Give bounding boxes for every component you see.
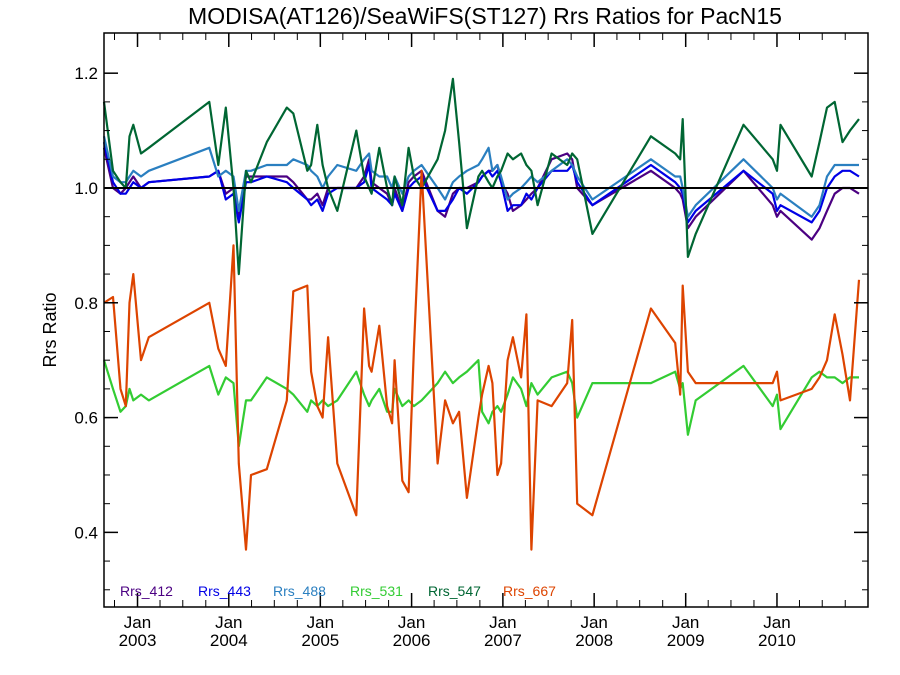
legend-entry-rrs-443: Rrs_443 (198, 583, 251, 599)
x-tick-label-year: 2007 (484, 631, 522, 650)
x-tick-label-year: 2003 (119, 631, 157, 650)
series-line-rrs-547 (102, 77, 860, 276)
legend-entry-rrs-531: Rrs_531 (350, 583, 403, 599)
x-tick-label-month: Jan (215, 613, 242, 632)
legend-entry-rrs-488: Rrs_488 (273, 583, 326, 599)
x-tick-label-year: 2008 (575, 631, 613, 650)
x-tick-label-year: 2009 (667, 631, 705, 650)
series-line-rrs-531 (102, 359, 859, 448)
x-tick-label-year: 2010 (758, 631, 796, 650)
legend-entry-rrs-667: Rrs_667 (503, 583, 556, 599)
x-tick-label-year: 2005 (301, 631, 339, 650)
x-tick-label-year: 2006 (393, 631, 431, 650)
series-lines (102, 77, 861, 551)
y-tick-label: 1.2 (74, 64, 98, 83)
axis-ticks: 0.40.60.81.01.2Jan2003Jan2004Jan2005Jan2… (74, 33, 868, 650)
x-tick-label-month: Jan (489, 613, 516, 632)
legend-entry-rrs-412: Rrs_412 (120, 583, 173, 599)
y-axis-label: Rrs Ratio (40, 292, 60, 367)
x-tick-label-month: Jan (307, 613, 334, 632)
y-tick-label: 0.6 (74, 409, 98, 428)
x-tick-label-month: Jan (763, 613, 790, 632)
y-tick-label: 1.0 (74, 179, 98, 198)
chart-title: MODISA(AT126)/SeaWiFS(ST127) Rrs Ratios … (188, 3, 782, 29)
series-line-rrs-667 (103, 169, 861, 551)
x-tick-label-month: Jan (580, 613, 607, 632)
y-tick-label: 0.4 (74, 523, 98, 542)
plot-frame (103, 32, 869, 608)
x-tick-label-month: Jan (124, 613, 151, 632)
x-tick-label-month: Jan (398, 613, 425, 632)
legend-entry-rrs-547: Rrs_547 (428, 583, 481, 599)
legend: Rrs_412 Rrs_443 Rrs_488 Rrs_531 Rrs_547 Rrs_6… (120, 583, 556, 599)
y-tick-label: 0.8 (74, 294, 98, 313)
x-tick-label-month: Jan (672, 613, 699, 632)
x-tick-label-year: 2004 (210, 631, 248, 650)
